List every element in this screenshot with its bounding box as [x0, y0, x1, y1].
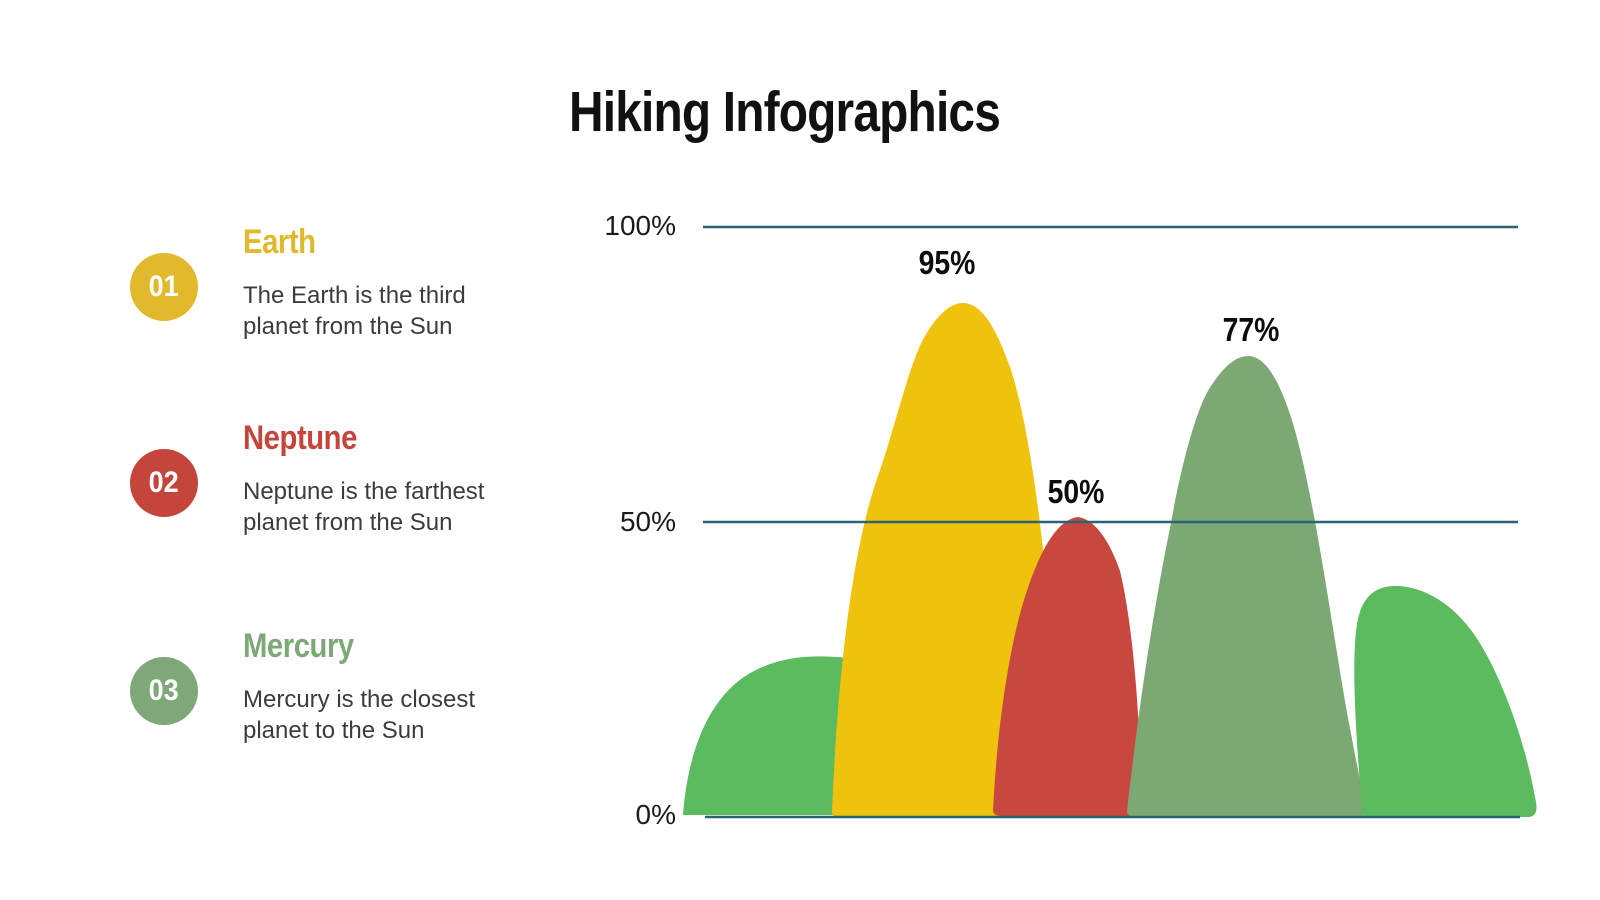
item-description-line: planet to the Sun — [243, 717, 425, 744]
peak-label-mercury: 77% — [1222, 311, 1280, 348]
item-text: Neptune Neptune is the farthest planet f… — [243, 418, 560, 538]
peak-label-neptune: 50% — [1047, 473, 1105, 510]
item-number-badge: 01 — [130, 253, 198, 321]
y-axis-label-0: 0% — [635, 799, 676, 830]
item-number: 01 — [148, 270, 180, 303]
legend-item-mercury: 03 Mercury Mercury is the closest planet… — [130, 626, 560, 746]
item-description-line: The Earth is the third — [243, 282, 466, 309]
item-heading: Neptune — [243, 419, 357, 457]
item-description-line: planet from the Sun — [243, 509, 453, 536]
mountain-mercury — [1127, 356, 1367, 817]
item-description: The Earth is the third planet from the S… — [243, 280, 560, 342]
page-title: Hiking Infographics — [385, 80, 1185, 146]
item-text: Mercury Mercury is the closest planet to… — [243, 626, 560, 746]
item-description-line: Mercury is the closest — [243, 686, 476, 713]
item-description-line: Neptune is the farthest — [243, 478, 485, 505]
item-heading: Earth — [243, 223, 316, 261]
item-number-badge: 03 — [130, 657, 198, 725]
mountain-neptune — [993, 517, 1142, 816]
item-heading: Mercury — [243, 627, 354, 665]
mountain-earth — [832, 303, 1058, 818]
legend-item-earth: 01 Earth The Earth is the third planet f… — [130, 222, 560, 342]
item-description: Neptune is the farthest planet from the … — [243, 476, 560, 538]
y-axis-label-50: 50% — [619, 506, 676, 537]
item-number: 02 — [148, 466, 180, 499]
item-description: Mercury is the closest planet to the Sun — [243, 684, 560, 746]
peak-label-earth: 95% — [918, 244, 976, 281]
item-number: 03 — [148, 674, 180, 707]
page-title-text: Hiking Infographics — [569, 80, 1002, 144]
legend-item-neptune: 02 Neptune Neptune is the farthest plane… — [130, 418, 560, 538]
decorative-hill-right — [1354, 585, 1537, 817]
mountain-chart — [683, 225, 1537, 819]
item-number-badge: 02 — [130, 449, 198, 517]
item-description-line: planet from the Sun — [243, 313, 453, 340]
item-text: Earth The Earth is the third planet from… — [243, 222, 560, 342]
y-axis-label-100: 100% — [604, 210, 676, 241]
